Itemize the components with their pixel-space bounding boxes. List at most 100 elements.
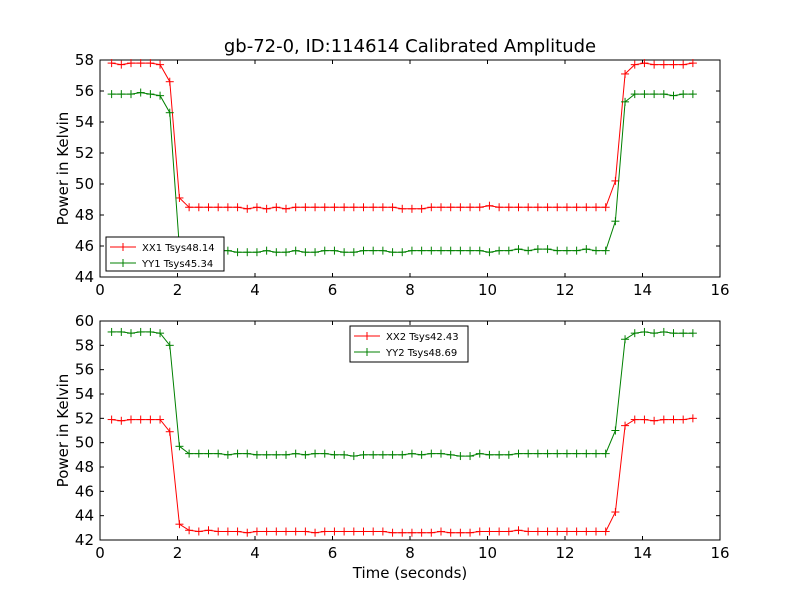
plot0-series-1-point [107, 90, 116, 99]
plot0-series-0-point [282, 204, 290, 213]
plot0-series-1-point [330, 246, 339, 255]
plot0-series-0-point [407, 204, 416, 213]
plot0-series-0-point [136, 59, 145, 68]
plot0-series-1-point [611, 217, 620, 226]
plot1-series-1-point [127, 329, 135, 338]
plot0-series-0-point [359, 203, 368, 212]
plot1-x-tick-label: 6 [328, 544, 338, 562]
plot0-series-0-point [378, 203, 387, 212]
plot0-y-tick-label: 58 [75, 51, 94, 69]
plot1-series-1-point [437, 449, 445, 458]
plot0-series-1-point [272, 248, 281, 257]
plot0-series-1-point [504, 246, 513, 255]
plot1-series-1-point [466, 452, 475, 461]
plot0-x-tick-label: 8 [405, 281, 415, 299]
plot1-x-tick-label: 16 [710, 544, 729, 562]
plot1-y-tick-label: 46 [75, 482, 94, 500]
plot1-series-1-point [659, 327, 668, 336]
plot0-series-1-point [378, 246, 387, 255]
plot1-x-axis-label: Time (seconds) [352, 564, 468, 582]
plot1-series-1-point [146, 327, 155, 336]
plot1-series-0-point [301, 527, 310, 536]
plot0-legend-box [105, 236, 225, 272]
plot1-x-tick-label: 14 [633, 544, 652, 562]
plot0-series-0-point [156, 60, 165, 69]
plot0-series-0-point [330, 203, 339, 212]
plot1-series-1-point [194, 449, 203, 458]
plot1-y-tick-label: 56 [75, 361, 94, 379]
plot1-series-0-point [446, 528, 455, 537]
plot1-series-1-point [301, 450, 310, 459]
plot1-series-1-point [592, 449, 600, 458]
plot0-y-tick-label: 54 [75, 113, 94, 131]
plot0-series-1-point [136, 88, 145, 97]
plot1-legend-box [349, 325, 469, 363]
plot0-x-tick-label: 10 [478, 281, 497, 299]
plot0-x-tick-label: 4 [250, 281, 260, 299]
plot0-series-1-point [156, 91, 165, 100]
plot0-series-1-point [543, 245, 552, 254]
plot1-series-0-point [291, 527, 300, 536]
plot0-series-1-point [621, 97, 630, 106]
plot0-series-1-point [252, 248, 261, 257]
plot0-series-1-point [640, 90, 649, 99]
plot1-x-tick-label: 0 [95, 544, 105, 562]
plot1-series-1-point [369, 450, 378, 459]
plot0-series-1-point [650, 90, 659, 99]
plot0-series-0-point [349, 203, 358, 212]
plot1-series-0-point [340, 527, 349, 536]
plot0-y-tick-label: 46 [75, 237, 94, 255]
plot1-series-0-point [524, 527, 533, 536]
plot1-series-0-point [185, 526, 194, 535]
plot1-series-1-point [514, 449, 523, 458]
plot1-series-1-point [320, 449, 329, 458]
plot1-series-1-point [456, 452, 465, 461]
plot0-series-0-point [262, 204, 271, 213]
plot1-series-1-point [427, 449, 436, 458]
plot1-y-tick-label: 54 [75, 385, 94, 403]
plot1-series-0-point [194, 527, 203, 536]
plot1-series-0-point [543, 527, 552, 536]
plot0-series-1-point [524, 246, 533, 255]
plot1-series-1-point [233, 449, 242, 458]
plot0-x-tick-label: 6 [328, 281, 338, 299]
plot0-series-0-point [446, 203, 455, 212]
plot0-series-0-point [233, 203, 242, 212]
plot0-series-1-point [349, 248, 358, 257]
plot0-legend-label-0: XX1 Tsys48.14 [142, 243, 215, 254]
plot1-y-tick-label: 42 [75, 531, 94, 549]
plot1-series-1-point [562, 449, 571, 458]
plot1-y-tick-label: 50 [75, 434, 94, 452]
plot1-series-1-point [446, 450, 455, 459]
plot1-series-1-point [311, 449, 320, 458]
plot1-series-0-point [485, 527, 494, 536]
plot1-series-1-point [107, 327, 116, 336]
plot1-series-0-point [282, 527, 290, 536]
plot1-series-0-point [127, 415, 135, 424]
plot0-series-1-point [369, 246, 378, 255]
plot0-y-tick-label: 48 [75, 206, 94, 224]
plot1-series-1-point [495, 450, 504, 459]
plot0-series-1-point [601, 246, 610, 255]
plot1-series-0-point [533, 527, 542, 536]
plot1-series-1-point [185, 449, 194, 458]
plot0-legend-label-1: YY1 Tsys45.34 [141, 259, 213, 270]
plot1-series-1-point [611, 426, 620, 435]
plot0-y-tick-label: 44 [75, 268, 94, 286]
plot1-series-0-point [640, 415, 649, 424]
plot0-series-0-point [524, 203, 533, 212]
plot0-y-tick-label: 52 [75, 144, 94, 162]
plot0-series-0-point [117, 60, 126, 69]
plot0-series-1-point [562, 246, 571, 255]
plot1-series-1-point [582, 449, 591, 458]
plot1-series-1-point [475, 449, 484, 458]
plot0-series-0-point [456, 203, 465, 212]
plot1-series-0-point [359, 527, 368, 536]
plot0-series-1-point [514, 245, 523, 254]
plot1-x-tick-label: 10 [478, 544, 497, 562]
plot0-series-0-point [630, 60, 639, 69]
plot1-series-1-point [214, 449, 223, 458]
plot1-series-1-point [282, 450, 290, 459]
plot1-series-1-point [640, 327, 649, 336]
plot0-series-1-point [437, 246, 445, 255]
